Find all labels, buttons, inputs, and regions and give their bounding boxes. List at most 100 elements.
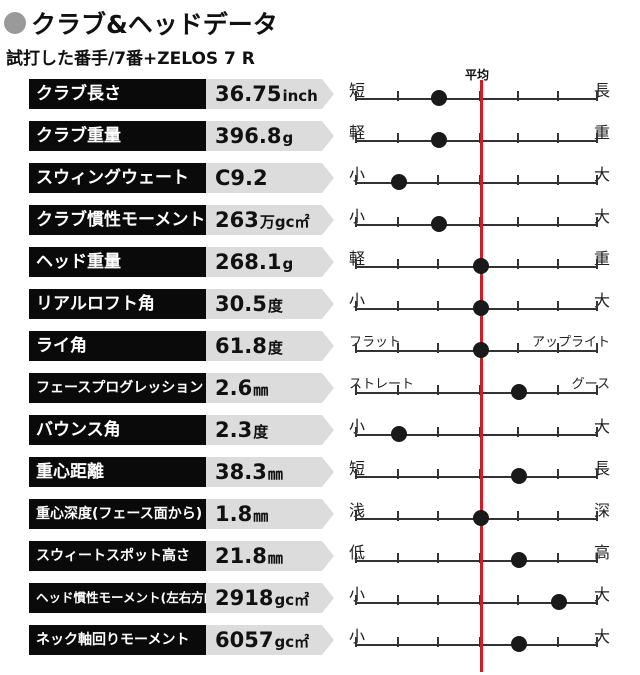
scale-tick xyxy=(596,511,598,521)
row-value: 396.8g xyxy=(206,121,334,151)
scale-tick xyxy=(557,511,559,521)
rating-scale: 軽重 xyxy=(0,247,640,289)
scale-tick xyxy=(355,133,357,143)
scale-tick xyxy=(437,427,439,437)
row-value-number: 1.8 xyxy=(215,502,253,526)
scale-tick xyxy=(355,595,357,605)
table-row: クラブ重量 396.8g 軽重 xyxy=(0,121,640,163)
scale-tick xyxy=(596,385,598,395)
row-label: クラブ長さ xyxy=(29,79,206,109)
row-value-number: 36.75 xyxy=(215,82,282,106)
scale-tick xyxy=(397,217,399,227)
scale-tick xyxy=(437,343,439,353)
scale-tick xyxy=(397,553,399,563)
scale-tick xyxy=(397,133,399,143)
row-value: 2.3度 xyxy=(206,415,334,445)
rating-scale: 浅深 xyxy=(0,499,640,541)
row-value-unit: gc㎡ xyxy=(274,633,310,651)
scale-tick xyxy=(397,343,399,353)
scale-tick xyxy=(596,301,598,311)
row-label: 重心距離 xyxy=(29,457,206,487)
row-value-unit: 度 xyxy=(267,339,283,357)
table-row: クラブ長さ 36.75inch 短長 xyxy=(0,79,640,121)
scale-tick xyxy=(557,259,559,269)
scale-tick xyxy=(596,427,598,437)
scale-tick xyxy=(557,553,559,563)
scale-axis xyxy=(356,476,598,478)
scale-tick xyxy=(355,511,357,521)
scale-tick xyxy=(557,343,559,353)
scale-tick xyxy=(557,637,559,647)
scale-tick xyxy=(517,175,519,185)
rating-marker xyxy=(391,174,407,190)
scale-axis xyxy=(356,182,598,184)
scale-left-label: 低 xyxy=(349,543,366,562)
rating-marker xyxy=(511,384,527,400)
rating-marker xyxy=(511,468,527,484)
row-value-number: C9.2 xyxy=(215,166,268,190)
row-value-number: 2918 xyxy=(215,586,274,610)
row-value-number: 38.3 xyxy=(215,460,267,484)
scale-right-label: アップライト xyxy=(531,335,610,350)
scale-axis xyxy=(356,140,598,142)
row-value: 2918gc㎡ xyxy=(206,583,334,613)
scale-tick xyxy=(557,133,559,143)
scale-axis xyxy=(356,224,598,226)
row-label: ライ角 xyxy=(29,331,206,361)
scale-tick xyxy=(437,385,439,395)
scale-tick xyxy=(517,301,519,311)
scale-tick xyxy=(437,259,439,269)
scale-axis xyxy=(356,98,598,100)
rating-scale: ストレート グース xyxy=(0,373,640,415)
scale-tick xyxy=(517,133,519,143)
table-row: ライ角 61.8度 フラット アップライト xyxy=(0,331,640,373)
scale-tick xyxy=(397,385,399,395)
row-value-number: 30.5 xyxy=(215,292,267,316)
rating-scale: 低高 xyxy=(0,541,640,583)
scale-left-label: ストレート xyxy=(349,377,415,392)
scale-tick xyxy=(437,301,439,311)
scale-tick xyxy=(397,469,399,479)
scale-tick xyxy=(596,343,598,353)
row-value: C9.2 xyxy=(206,163,334,193)
scale-tick xyxy=(355,175,357,185)
scale-tick xyxy=(397,511,399,521)
row-value-unit: 万gc㎡ xyxy=(259,213,310,231)
scale-tick xyxy=(397,301,399,311)
row-label: 重心深度(フェース面から) xyxy=(29,499,206,529)
rating-marker xyxy=(551,594,567,610)
average-label: 平均 xyxy=(465,68,490,82)
rating-marker xyxy=(473,342,489,358)
scale-tick xyxy=(437,637,439,647)
scale-tick xyxy=(517,217,519,227)
table-row: スウィングウェート C9.2 小大 xyxy=(0,163,640,205)
scale-tick xyxy=(437,595,439,605)
scale-tick xyxy=(557,217,559,227)
scale-tick xyxy=(517,259,519,269)
row-value-unit: 度 xyxy=(253,423,269,441)
scale-left-label: 小 xyxy=(349,291,366,310)
scale-left-label: 小 xyxy=(349,165,366,184)
row-value: 61.8度 xyxy=(206,331,334,361)
scale-tick xyxy=(596,595,598,605)
scale-tick xyxy=(557,469,559,479)
scale-tick xyxy=(355,469,357,479)
rating-marker xyxy=(473,300,489,316)
scale-tick xyxy=(517,511,519,521)
scale-tick xyxy=(355,91,357,101)
scale-right-label: グース xyxy=(571,377,610,392)
scale-axis xyxy=(356,560,598,562)
table-row: ヘッド重量 268.1g 軽重 xyxy=(0,247,640,289)
scale-tick xyxy=(355,385,357,395)
scale-tick xyxy=(437,511,439,521)
rating-marker xyxy=(391,426,407,442)
scale-tick xyxy=(437,469,439,479)
scale-tick xyxy=(517,343,519,353)
scale-tick xyxy=(437,553,439,563)
row-label: スウィートスポット高さ xyxy=(29,541,206,571)
row-label: ヘッド重量 xyxy=(29,247,206,277)
rating-scale: フラット アップライト xyxy=(0,331,640,373)
